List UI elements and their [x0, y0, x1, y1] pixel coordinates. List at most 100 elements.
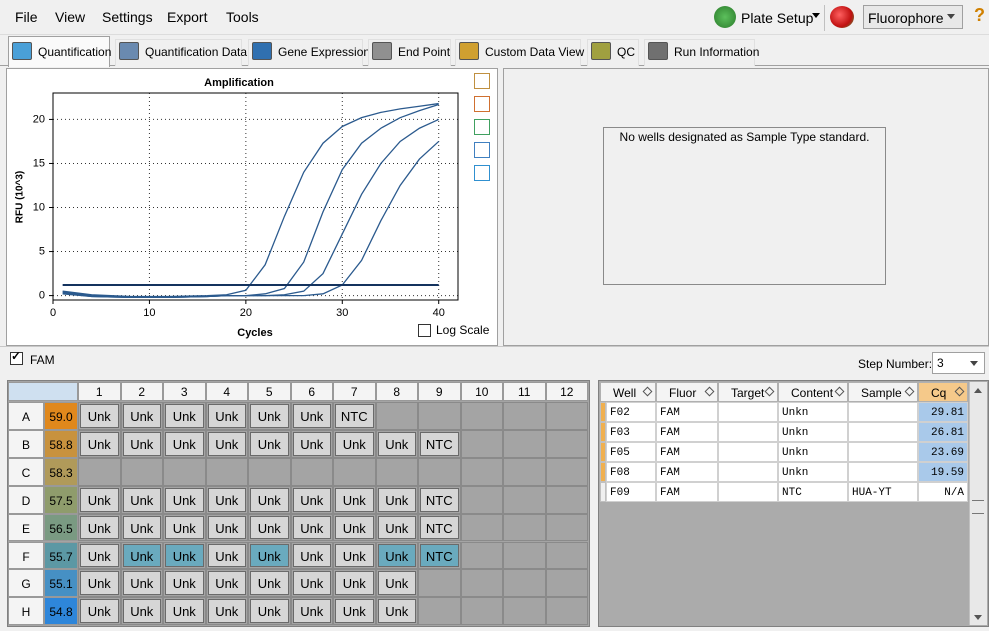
plate-column-header[interactable]: 2	[120, 382, 163, 401]
scroll-thumb[interactable]	[972, 500, 984, 514]
fam-label[interactable]: FAM	[30, 353, 55, 367]
plate-row-header[interactable]: E	[8, 513, 44, 542]
well[interactable]: Unk	[165, 515, 204, 540]
log-scale-label[interactable]: Log Scale	[436, 323, 490, 337]
well[interactable]: Unk	[165, 431, 204, 456]
menu-item[interactable]: Settings	[102, 9, 153, 25]
tab-label[interactable]: Quantification Data	[145, 45, 248, 59]
plate-row-header[interactable]: D	[8, 485, 44, 514]
well[interactable]: Unk	[335, 431, 374, 456]
table-header[interactable]: Cq	[918, 382, 968, 402]
fluor-icon[interactable]	[830, 6, 854, 28]
table-header[interactable]: Target	[718, 382, 778, 402]
well[interactable]: Unk	[80, 515, 119, 540]
plate-column-header[interactable]: 1	[78, 382, 121, 401]
well[interactable]: NTC	[420, 431, 459, 456]
well[interactable]: Unk	[250, 515, 289, 540]
well[interactable]: Unk	[165, 487, 204, 512]
tab-label[interactable]: Custom Data View	[485, 45, 585, 59]
scroll-down[interactable]	[974, 615, 982, 620]
tab-label[interactable]: QC	[617, 45, 635, 59]
well[interactable]: Unk	[250, 431, 289, 456]
tab-label[interactable]: Run Information	[674, 45, 760, 59]
help-button[interactable]: ?	[974, 5, 985, 25]
well[interactable]: Unk	[122, 404, 161, 428]
well[interactable]: Unk	[122, 571, 161, 596]
well[interactable]: Unk	[122, 543, 161, 568]
well[interactable]: Unk	[377, 487, 416, 512]
menu-item[interactable]: Export	[167, 9, 208, 25]
plate-row-header[interactable]: F	[8, 541, 44, 570]
well[interactable]: Unk	[377, 515, 416, 540]
well[interactable]: NTC	[420, 487, 459, 512]
chart-tool-icon[interactable]	[474, 165, 490, 181]
well[interactable]: Unk	[207, 599, 246, 624]
step-dropdown[interactable]: 3	[932, 352, 985, 374]
well[interactable]: Unk	[80, 431, 119, 456]
well[interactable]: Unk	[292, 404, 331, 428]
plate-row-header[interactable]: G	[8, 569, 44, 598]
chart-tool-icon[interactable]	[474, 73, 490, 89]
well[interactable]: Unk	[292, 487, 331, 512]
scrollbar[interactable]	[969, 382, 987, 625]
well[interactable]: Unk	[122, 431, 161, 456]
plate-column-header[interactable]: 6	[290, 382, 333, 401]
menu-item[interactable]: View	[55, 9, 86, 25]
well[interactable]: Unk	[207, 431, 246, 456]
plate-row-header[interactable]: A	[8, 402, 44, 430]
well[interactable]: Unk	[80, 543, 119, 568]
plate-row-header[interactable]: H	[8, 597, 44, 626]
plate-column-header[interactable]: 12	[545, 382, 588, 401]
plate-row-header[interactable]: C	[8, 457, 44, 486]
well[interactable]: Unk	[250, 487, 289, 512]
tab-label[interactable]: Gene Expression	[278, 45, 371, 59]
plate-column-header[interactable]: 10	[460, 382, 503, 401]
plate-column-header[interactable]: 11	[503, 382, 546, 401]
well[interactable]: Unk	[292, 431, 331, 456]
table-header[interactable]: Sample	[848, 382, 918, 402]
well[interactable]: Unk	[292, 543, 331, 568]
well[interactable]: Unk	[207, 571, 246, 596]
well[interactable]: Unk	[165, 571, 204, 596]
well[interactable]: Unk	[165, 404, 204, 428]
well[interactable]: Unk	[207, 487, 246, 512]
well[interactable]: Unk	[122, 487, 161, 512]
menu-item[interactable]: File	[15, 9, 38, 25]
plate-column-header[interactable]: 9	[418, 382, 461, 401]
menu-item[interactable]: Tools	[226, 9, 259, 25]
well[interactable]: Unk	[250, 404, 289, 428]
well[interactable]: Unk	[250, 543, 289, 568]
plate-setup-button[interactable]: Plate Setup	[741, 10, 814, 26]
well[interactable]: NTC	[420, 515, 459, 540]
log-scale-checkbox[interactable]	[418, 324, 431, 337]
well[interactable]: Unk	[165, 599, 204, 624]
plate-setup-icon[interactable]	[714, 6, 736, 28]
tab-label[interactable]: Quantification	[38, 45, 112, 59]
chart-tool-icon[interactable]	[474, 119, 490, 135]
tab-label[interactable]: End Point	[398, 45, 451, 59]
well[interactable]: Unk	[207, 543, 246, 568]
well[interactable]: Unk	[335, 487, 374, 512]
well[interactable]: NTC	[335, 404, 374, 428]
well[interactable]: Unk	[377, 543, 416, 568]
fam-checkbox[interactable]	[10, 352, 23, 365]
well[interactable]: Unk	[335, 571, 374, 596]
well[interactable]: Unk	[80, 599, 119, 624]
well[interactable]: Unk	[335, 515, 374, 540]
chart-tool-icon[interactable]	[474, 142, 490, 158]
well[interactable]: Unk	[80, 571, 119, 596]
plate-column-header[interactable]: 5	[248, 382, 291, 401]
well[interactable]: Unk	[292, 571, 331, 596]
well[interactable]: Unk	[335, 543, 374, 568]
well[interactable]: Unk	[292, 599, 331, 624]
well[interactable]: Unk	[250, 571, 289, 596]
fluorophore-dropdown[interactable]: Fluorophore	[863, 5, 963, 29]
well[interactable]: Unk	[80, 404, 119, 428]
plate-column-header[interactable]: 8	[375, 382, 418, 401]
well[interactable]: Unk	[250, 599, 289, 624]
plate-column-header[interactable]: 4	[205, 382, 248, 401]
well[interactable]: Unk	[377, 431, 416, 456]
chart-tool-icon[interactable]	[474, 96, 490, 112]
plate-row-header[interactable]: B	[8, 429, 44, 458]
well[interactable]: Unk	[122, 515, 161, 540]
